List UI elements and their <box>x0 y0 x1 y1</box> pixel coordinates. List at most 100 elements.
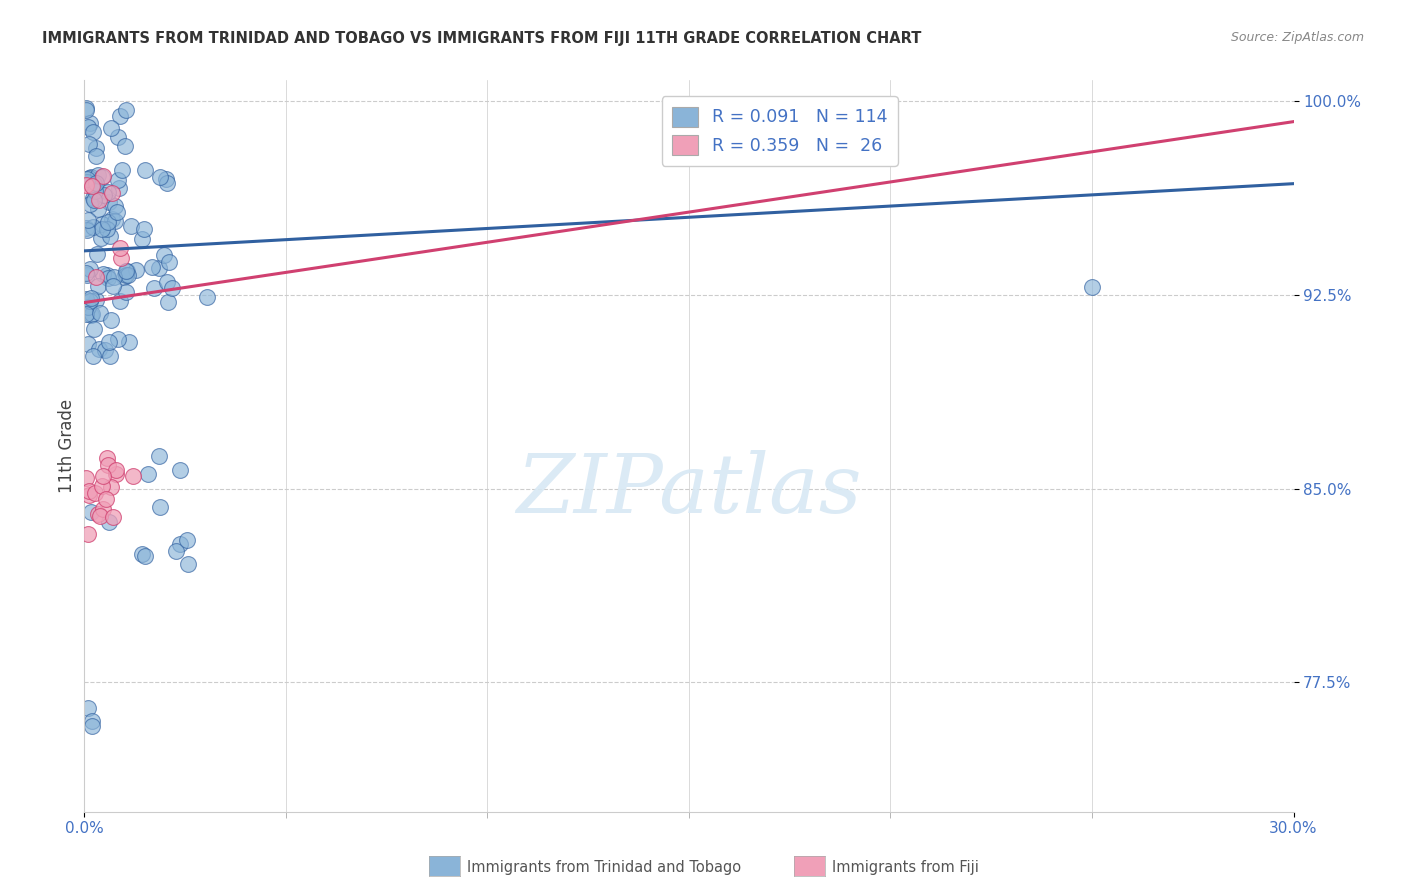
Point <box>114 264 136 278</box>
Point <box>91 502 114 516</box>
Point <box>148 450 170 464</box>
Point <box>107 173 129 187</box>
Point <box>105 204 128 219</box>
Point <box>143 281 166 295</box>
Point <box>118 335 141 350</box>
Point <box>82 125 104 139</box>
Point <box>108 181 131 195</box>
Point <box>75 307 97 321</box>
Y-axis label: 11th Grade: 11th Grade <box>58 399 76 493</box>
Point <box>87 342 110 356</box>
Point <box>91 469 114 483</box>
Point <box>112 270 135 285</box>
Point <box>195 291 218 305</box>
Point <box>96 222 118 236</box>
Point <box>83 322 105 336</box>
Point <box>89 509 111 524</box>
Point <box>97 194 120 209</box>
Point <box>157 254 180 268</box>
Text: Immigrants from Trinidad and Tobago: Immigrants from Trinidad and Tobago <box>467 860 741 874</box>
Point <box>138 467 160 481</box>
Point <box>76 526 98 541</box>
Legend: R = 0.091   N = 114, R = 0.359   N =  26: R = 0.091 N = 114, R = 0.359 N = 26 <box>662 96 898 166</box>
Point <box>131 232 153 246</box>
Point <box>176 558 198 572</box>
Point <box>87 202 110 216</box>
Point <box>96 268 118 282</box>
Point <box>107 332 129 346</box>
Point <box>84 486 107 500</box>
Point <box>75 103 97 117</box>
Text: ZIPatlas: ZIPatlas <box>516 450 862 530</box>
Text: Immigrants from Fiji: Immigrants from Fiji <box>832 860 979 874</box>
Point <box>77 337 100 351</box>
Point <box>91 169 114 184</box>
Point <box>131 547 153 561</box>
Point <box>1081 280 1104 294</box>
Point <box>96 450 118 465</box>
Point <box>77 488 100 502</box>
Point <box>97 458 120 472</box>
Point <box>108 109 131 123</box>
Point <box>84 141 107 155</box>
Point <box>101 212 124 227</box>
Point <box>100 312 122 326</box>
Point <box>83 193 105 207</box>
Point <box>87 169 110 183</box>
Point <box>84 176 107 190</box>
Point <box>86 247 108 261</box>
Point <box>114 139 136 153</box>
Point <box>89 305 111 319</box>
Point <box>79 197 101 211</box>
Point <box>117 268 139 282</box>
Point <box>97 215 120 229</box>
Point <box>160 281 183 295</box>
Point <box>115 285 138 299</box>
Point <box>84 293 107 308</box>
Point <box>86 279 108 293</box>
Point <box>149 500 172 515</box>
Point <box>91 268 114 282</box>
Point <box>76 268 98 282</box>
Point <box>98 516 121 530</box>
Point <box>79 293 101 308</box>
Point <box>87 193 110 207</box>
Text: IMMIGRANTS FROM TRINIDAD AND TOBAGO VS IMMIGRANTS FROM FIJI 11TH GRADE CORRELATI: IMMIGRANTS FROM TRINIDAD AND TOBAGO VS I… <box>42 31 921 46</box>
Point <box>114 103 136 117</box>
Point <box>169 536 191 550</box>
Point <box>103 278 125 293</box>
Point <box>165 544 187 558</box>
Point <box>80 505 103 519</box>
Point <box>100 120 122 135</box>
Point <box>90 169 112 184</box>
Point <box>169 463 191 477</box>
Point <box>86 148 108 162</box>
Point <box>83 184 105 198</box>
Point <box>104 467 127 481</box>
Point <box>79 169 101 184</box>
Point <box>80 292 103 306</box>
Point <box>80 308 103 322</box>
Point <box>91 221 114 235</box>
Point <box>111 163 134 178</box>
Point <box>82 219 104 234</box>
Point <box>75 101 97 115</box>
Point <box>75 292 97 306</box>
Point <box>76 176 98 190</box>
Point <box>77 213 100 227</box>
Point <box>80 178 103 193</box>
Point <box>110 251 132 265</box>
Point <box>125 263 148 277</box>
Point <box>153 248 176 262</box>
Point <box>97 334 120 349</box>
Point <box>108 241 131 255</box>
Point <box>103 269 125 284</box>
Point <box>96 270 118 285</box>
Point <box>79 261 101 276</box>
Point <box>132 222 155 236</box>
Point <box>107 129 129 144</box>
Point <box>86 507 108 521</box>
Point <box>77 484 100 499</box>
Point <box>82 191 104 205</box>
Point <box>101 509 124 524</box>
